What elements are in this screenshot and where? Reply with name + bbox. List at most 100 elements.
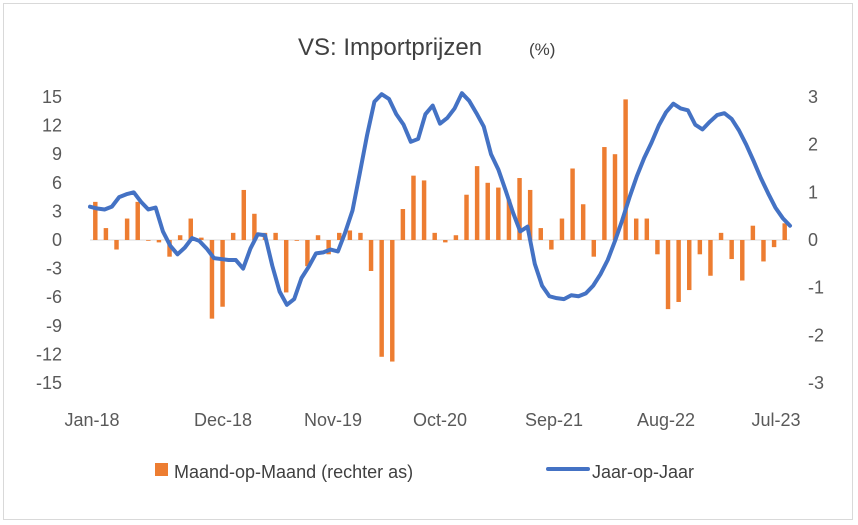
bar-mom	[411, 175, 416, 240]
chart-subtitle: (%)	[529, 40, 555, 59]
x-axis-tick-label: Sep-21	[525, 410, 583, 430]
x-axis-ticks: Jan-18 Dec-18 Nov-19 Oct-20 Sep-21 Aug-22 Jul-…	[64, 410, 800, 430]
left-axis-tick-label: 6	[52, 173, 62, 193]
right-axis-ticks: 3 2 1 0 -1 -2 -3	[808, 87, 824, 393]
bar-mom	[315, 235, 321, 240]
left-axis-tick-label: -15	[36, 373, 62, 393]
bar-mom	[368, 240, 374, 271]
bar-mom	[337, 232, 342, 240]
left-axis-tick-label: -3	[46, 259, 62, 279]
bar-mom	[432, 232, 437, 240]
bar-mom	[718, 232, 724, 240]
left-axis-ticks: 15 12 9 6 3 0 -3 -6 -9 -12 -15	[36, 87, 62, 393]
bar-mom	[390, 240, 395, 362]
right-axis-tick-label: 2	[808, 135, 818, 155]
line-series	[88, 91, 792, 307]
bar-mom	[273, 232, 278, 240]
left-axis-tick-label: -6	[46, 287, 62, 307]
bar-mom	[443, 240, 448, 243]
bar-mom	[633, 218, 639, 240]
right-axis-tick-label: 0	[808, 230, 818, 250]
right-axis-tick-label: -2	[808, 325, 824, 345]
legend-swatch-bar	[155, 463, 168, 476]
bar-mom	[347, 230, 353, 240]
bar-mom	[464, 194, 469, 240]
bar-mom	[103, 228, 109, 240]
bar-mom	[570, 168, 575, 240]
bar-mom	[326, 240, 331, 255]
left-axis-tick-label: 3	[52, 201, 62, 221]
bar-mom	[612, 154, 618, 240]
bar-mom	[527, 189, 533, 240]
bar-mom	[496, 187, 501, 240]
bar-mom	[623, 99, 628, 240]
bar-mom	[729, 240, 734, 260]
bar-mom	[294, 240, 300, 241]
x-axis-tick-label: Aug-22	[637, 410, 695, 430]
legend-label-bar: Maand-op-Maand (rechter as)	[174, 462, 413, 482]
bar-mom	[146, 240, 151, 241]
bar-mom	[655, 240, 660, 255]
bar-mom	[676, 240, 681, 302]
bar-mom	[199, 237, 204, 240]
left-axis-tick-label: -12	[36, 344, 62, 364]
bar-mom	[697, 240, 703, 255]
bar-mom	[750, 225, 756, 240]
left-axis-tick-label: -9	[46, 316, 62, 336]
bar-mom	[379, 240, 384, 357]
bar-mom	[358, 232, 363, 240]
bar-mom	[230, 232, 236, 240]
bar-mom	[644, 218, 650, 240]
bar-mom	[782, 223, 787, 240]
bar-mom	[114, 240, 119, 250]
bar-mom	[740, 240, 745, 281]
bar-mom	[188, 218, 193, 240]
bar-mom	[708, 240, 713, 276]
bar-mom	[559, 218, 565, 240]
bar-mom	[209, 240, 215, 319]
bar-mom	[167, 240, 172, 257]
bar-mom	[602, 147, 607, 240]
bar-mom	[665, 240, 671, 310]
chart-title: VS: Importprijzen	[298, 34, 482, 61]
x-axis-tick-label: Nov-19	[304, 410, 362, 430]
bar-mom	[241, 189, 247, 240]
bar-mom	[517, 178, 522, 240]
right-axis-tick-label: -1	[808, 278, 824, 298]
right-axis-tick-label: -3	[808, 373, 824, 393]
bar-mom	[485, 182, 490, 240]
bar-mom	[453, 235, 459, 240]
bar-mom	[252, 213, 257, 240]
bar-mom	[591, 240, 597, 257]
left-axis-tick-label: 15	[42, 87, 62, 107]
bar-mom	[400, 209, 406, 240]
bar-mom	[771, 240, 777, 248]
right-axis-tick-label: 3	[808, 87, 818, 107]
bar-mom	[580, 204, 586, 240]
line-yoy	[88, 91, 792, 307]
x-axis-tick-label: Dec-18	[194, 410, 252, 430]
left-axis-tick-label: 9	[52, 144, 62, 164]
x-axis-tick-label: Jan-18	[64, 410, 119, 430]
bar-mom	[177, 235, 183, 240]
bar-mom	[421, 180, 427, 240]
bar-mom	[93, 201, 98, 240]
bar-mom	[761, 240, 766, 262]
bar-mom	[538, 228, 543, 240]
x-axis-tick-label: Jul-23	[751, 410, 800, 430]
x-axis-tick-label: Oct-20	[413, 410, 467, 430]
bar-mom	[124, 218, 130, 240]
legend-label-line: Jaar-op-Jaar	[592, 462, 694, 482]
bar-mom	[220, 240, 225, 307]
bar-mom	[283, 240, 289, 293]
bar-mom	[506, 199, 512, 240]
bar-mom	[156, 240, 162, 243]
left-axis-tick-label: 0	[52, 230, 62, 250]
bar-mom	[135, 201, 140, 240]
legend: Maand-op-Maand (rechter as) Jaar-op-Jaar	[155, 462, 694, 482]
bar-mom	[305, 240, 310, 267]
left-axis-tick-label: 12	[42, 116, 62, 136]
bar-mom	[687, 240, 692, 291]
bar-mom	[474, 166, 480, 240]
